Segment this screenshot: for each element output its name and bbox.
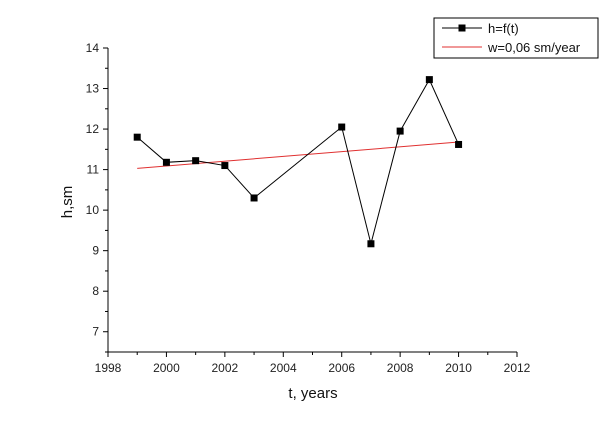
y-tick-label: 10 [86,203,100,217]
legend-label-trend: w=0,06 sm/year [487,40,581,55]
y-tick-label: 14 [86,41,100,55]
data-point [396,127,404,135]
x-tick-label: 2000 [153,361,180,375]
y-tick-label: 8 [92,284,99,298]
x-tick-label: 2002 [212,361,239,375]
data-point [250,194,258,202]
data-point [192,157,200,165]
data-point [162,158,170,166]
series-line-hft [136,78,460,244]
x-tick-label: 2008 [387,361,414,375]
data-point [338,123,346,131]
trend-line [137,141,459,169]
plot-frame [107,48,517,353]
x-tick-label: 1998 [95,361,122,375]
y-tick-label: 11 [87,163,100,177]
data-point [425,76,433,84]
data-point [221,162,229,170]
series-layer [133,76,463,248]
data-point [133,133,141,141]
y-tick-label: 9 [92,244,99,258]
y-axis-ticks: 7 8 9 10 11 12 13 14 [86,41,108,353]
x-axis-title: t, years [288,385,337,402]
legend: h=f(t) w=0,06 sm/year [433,17,599,59]
y-tick-label: 13 [86,82,100,96]
x-tick-label: 2006 [328,361,355,375]
x-tick-label: 2004 [270,361,297,375]
data-point [367,240,375,248]
y-tick-label: 12 [86,122,100,136]
data-point [455,140,463,148]
x-axis-ticks: 1998 2000 2002 2004 2006 2008 2010 2012 [95,352,531,375]
legend-marker-hft [458,24,466,32]
y-tick-label: 7 [92,325,99,339]
x-tick-label: 2012 [504,361,531,375]
x-tick-label: 2010 [445,361,472,375]
legend-label-hft: h=f(t) [488,21,519,36]
y-axis-title: h,sm [59,186,76,219]
